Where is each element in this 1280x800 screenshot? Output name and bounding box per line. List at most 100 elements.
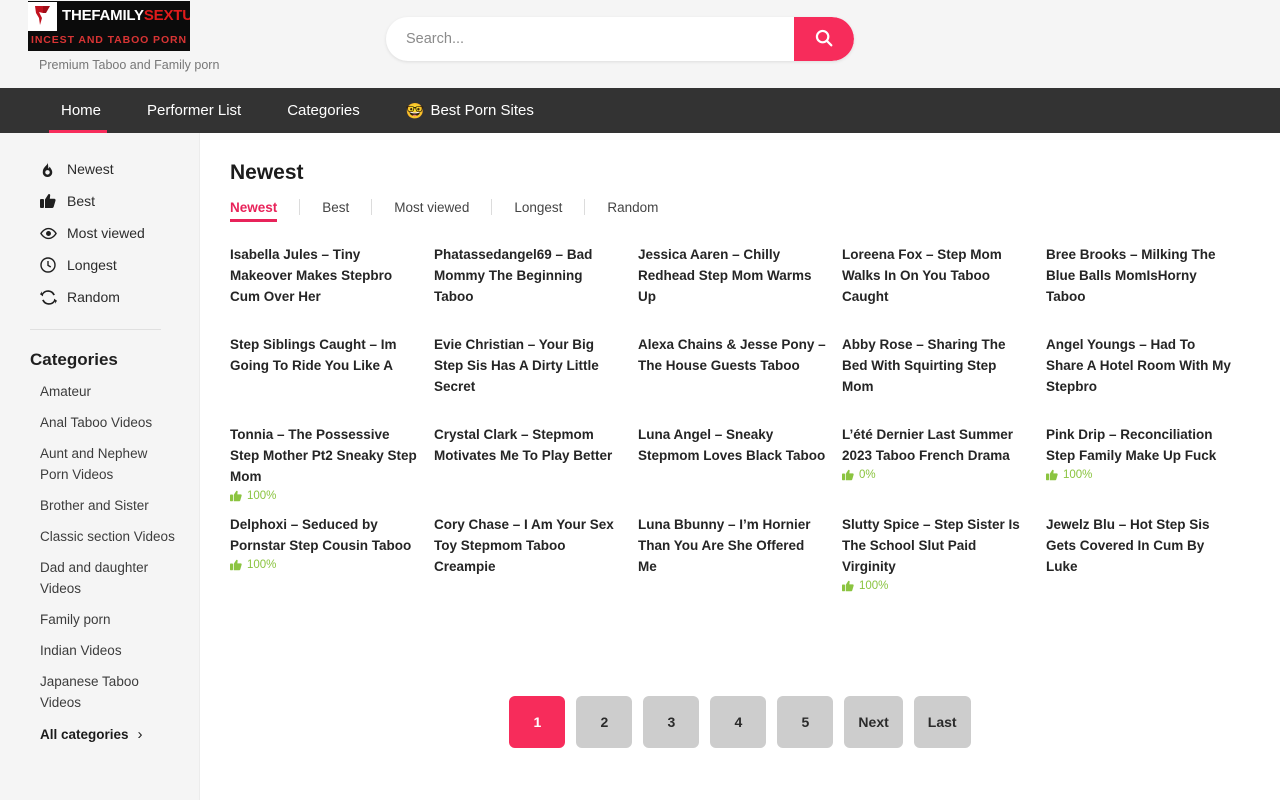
pagination-button-4[interactable]: 4 [710, 696, 767, 748]
sidebar-label-best: Best [67, 193, 96, 209]
sidebar-item-most-viewed[interactable]: Most viewed [0, 217, 199, 249]
video-rating-value: 100% [1063, 469, 1093, 481]
video-card[interactable]: Luna Bbunny – I’m Hornier Than You Are S… [638, 514, 842, 604]
nav-item-home[interactable]: Home [32, 88, 124, 133]
tab-newest[interactable]: Newest [230, 200, 299, 222]
video-title: Jewelz Blu – Hot Step Sis Gets Covered I… [1046, 517, 1210, 574]
sidebar-category-aunt-and-nephew-porn-videos[interactable]: Aunt and Nephew Porn Videos [40, 446, 148, 482]
video-card[interactable]: Bree Brooks – Milking The Blue Balls Mom… [1046, 244, 1250, 334]
video-card[interactable]: Jewelz Blu – Hot Step Sis Gets Covered I… [1046, 514, 1250, 604]
video-title: Step Siblings Caught – Im Going To Ride … [230, 337, 397, 373]
video-rating-value: 100% [247, 490, 277, 502]
site-tagline: Premium Taboo and Family porn [39, 58, 220, 72]
video-card[interactable]: Phatassedangel69 – Bad Mommy The Beginni… [434, 244, 638, 334]
sidebar-category-japanese-taboo-videos[interactable]: Japanese Taboo Videos [40, 674, 139, 710]
video-card[interactable]: Loreena Fox – Step Mom Walks In On You T… [842, 244, 1046, 334]
search-bar [386, 17, 854, 61]
clock-icon [40, 257, 58, 273]
video-title: Alexa Chains & Jesse Pony – The House Gu… [638, 337, 826, 373]
video-card[interactable]: Abby Rose – Sharing The Bed With Squirti… [842, 334, 1046, 424]
video-card[interactable]: Crystal Clark – Stepmom Motivates Me To … [434, 424, 638, 514]
sidebar-label-most-viewed: Most viewed [67, 225, 145, 241]
video-card[interactable]: Alexa Chains & Jesse Pony – The House Gu… [638, 334, 842, 424]
nav-item-best-porn-sites[interactable]: 🤓 Best Porn Sites [383, 88, 557, 133]
pagination-button-3[interactable]: 3 [643, 696, 700, 748]
thumbs-up-icon [1046, 469, 1058, 481]
logo-word-first: THEFAMILY [62, 7, 144, 24]
video-grid: Isabella Jules – Tiny Makeover Makes Ste… [230, 244, 1250, 604]
logo-wordmark: THEFAMILYSEXTUBE [57, 1, 190, 31]
pagination-button-last[interactable]: Last [913, 696, 971, 748]
video-title: L’été Dernier Last Summer 2023 Taboo Fre… [842, 427, 1014, 463]
sidebar-category-brother-and-sister[interactable]: Brother and Sister [40, 498, 149, 513]
main-navigation: Home Performer List Categories 🤓 Best Po… [0, 88, 1280, 133]
sidebar-category-indian-videos[interactable]: Indian Videos [40, 643, 122, 658]
sidebar-category-anal-taboo-videos[interactable]: Anal Taboo Videos [40, 415, 153, 430]
video-title: Abby Rose – Sharing The Bed With Squirti… [842, 337, 1006, 394]
page-title: Newest [230, 161, 304, 184]
sidebar-item-newest[interactable]: Newest [0, 153, 199, 185]
nerd-face-icon: 🤓 [405, 102, 425, 120]
pagination: 1 2 3 4 5 Next Last [230, 696, 1250, 748]
nav-item-categories[interactable]: Categories [264, 88, 383, 133]
video-title: Slutty Spice – Step Sister Is The School… [842, 517, 1020, 574]
video-card[interactable]: Cory Chase – I Am Your Sex Toy Stepmom T… [434, 514, 638, 604]
video-card[interactable]: Tonnia – The Possessive Step Mother Pt2 … [230, 424, 434, 514]
sort-tabs: Newest Best Most viewed Longest Random [230, 199, 1250, 222]
sidebar-category-dad-and-daughter-videos[interactable]: Dad and daughter Videos [40, 560, 149, 596]
pagination-button-1[interactable]: 1 [509, 696, 566, 748]
video-title: Tonnia – The Possessive Step Mother Pt2 … [230, 427, 417, 484]
sidebar-label-random: Random [67, 289, 120, 305]
refresh-icon [40, 289, 58, 305]
video-card[interactable]: Delphoxi – Seduced by Pornstar Step Cous… [230, 514, 434, 604]
sidebar-item-longest[interactable]: Longest [0, 249, 199, 281]
video-card[interactable]: Jessica Aaren – Chilly Redhead Step Mom … [638, 244, 842, 334]
video-card[interactable]: Evie Christian – Your Big Step Sis Has A… [434, 334, 638, 424]
video-card[interactable]: Slutty Spice – Step Sister Is The School… [842, 514, 1046, 604]
nav-label-performer-list: Performer List [147, 102, 242, 119]
pagination-button-2[interactable]: 2 [576, 696, 633, 748]
video-title: Evie Christian – Your Big Step Sis Has A… [434, 337, 599, 394]
pagination-button-5[interactable]: 5 [777, 696, 834, 748]
video-card[interactable]: Pink Drip – Reconciliation Step Family M… [1046, 424, 1250, 514]
search-input[interactable] [386, 17, 794, 61]
video-card[interactable]: Step Siblings Caught – Im Going To Ride … [230, 334, 434, 424]
logo-top-row: THEFAMILYSEXTUBE [28, 1, 190, 31]
sidebar: Newest Best Most viewed [0, 133, 200, 800]
sidebar-label-longest: Longest [67, 257, 117, 273]
video-card[interactable]: L’été Dernier Last Summer 2023 Taboo Fre… [842, 424, 1046, 514]
video-card[interactable]: Angel Youngs – Had To Share A Hotel Room… [1046, 334, 1250, 424]
sidebar-category-classic-section-videos[interactable]: Classic section Videos [40, 529, 175, 544]
video-title: Isabella Jules – Tiny Makeover Makes Ste… [230, 247, 393, 304]
nav-label-best-porn-sites: Best Porn Sites [430, 102, 534, 119]
sidebar-item-best[interactable]: Best [0, 185, 199, 217]
tab-divider [371, 199, 373, 215]
tab-best[interactable]: Best [322, 199, 350, 215]
video-rating-value: 100% [247, 559, 277, 571]
video-card[interactable]: Isabella Jules – Tiny Makeover Makes Ste… [230, 244, 434, 334]
video-card[interactable]: Luna Angel – Sneaky Stepmom Loves Black … [638, 424, 842, 514]
sidebar-all-categories-link[interactable]: All categories › [0, 718, 199, 749]
page-body: Newest Best Most viewed [0, 133, 1280, 800]
video-title: Loreena Fox – Step Mom Walks In On You T… [842, 247, 1002, 304]
pagination-button-next[interactable]: Next [844, 696, 903, 748]
thumbs-up-icon [230, 559, 242, 571]
brand-block: THEFAMILYSEXTUBE INCEST AND TABOO PORN P… [0, 0, 220, 72]
site-logo[interactable]: THEFAMILYSEXTUBE INCEST AND TABOO PORN [28, 1, 190, 51]
sidebar-item-random[interactable]: Random [0, 281, 199, 313]
tab-most-viewed[interactable]: Most viewed [394, 199, 470, 215]
video-title: Cory Chase – I Am Your Sex Toy Stepmom T… [434, 517, 614, 574]
video-rating: 100% [230, 559, 418, 571]
sidebar-label-newest: Newest [67, 161, 114, 177]
video-title: Luna Angel – Sneaky Stepmom Loves Black … [638, 427, 826, 463]
tab-longest[interactable]: Longest [514, 199, 563, 215]
video-title: Crystal Clark – Stepmom Motivates Me To … [434, 427, 613, 463]
tab-random[interactable]: Random [607, 199, 659, 215]
sidebar-categories-heading: Categories [30, 350, 118, 369]
search-button[interactable] [794, 17, 854, 61]
sidebar-category-amateur[interactable]: Amateur [40, 384, 92, 399]
search-icon [813, 27, 835, 52]
sidebar-category-family-porn[interactable]: Family porn [40, 612, 111, 627]
tab-divider [491, 199, 493, 215]
nav-item-performer-list[interactable]: Performer List [124, 88, 264, 133]
